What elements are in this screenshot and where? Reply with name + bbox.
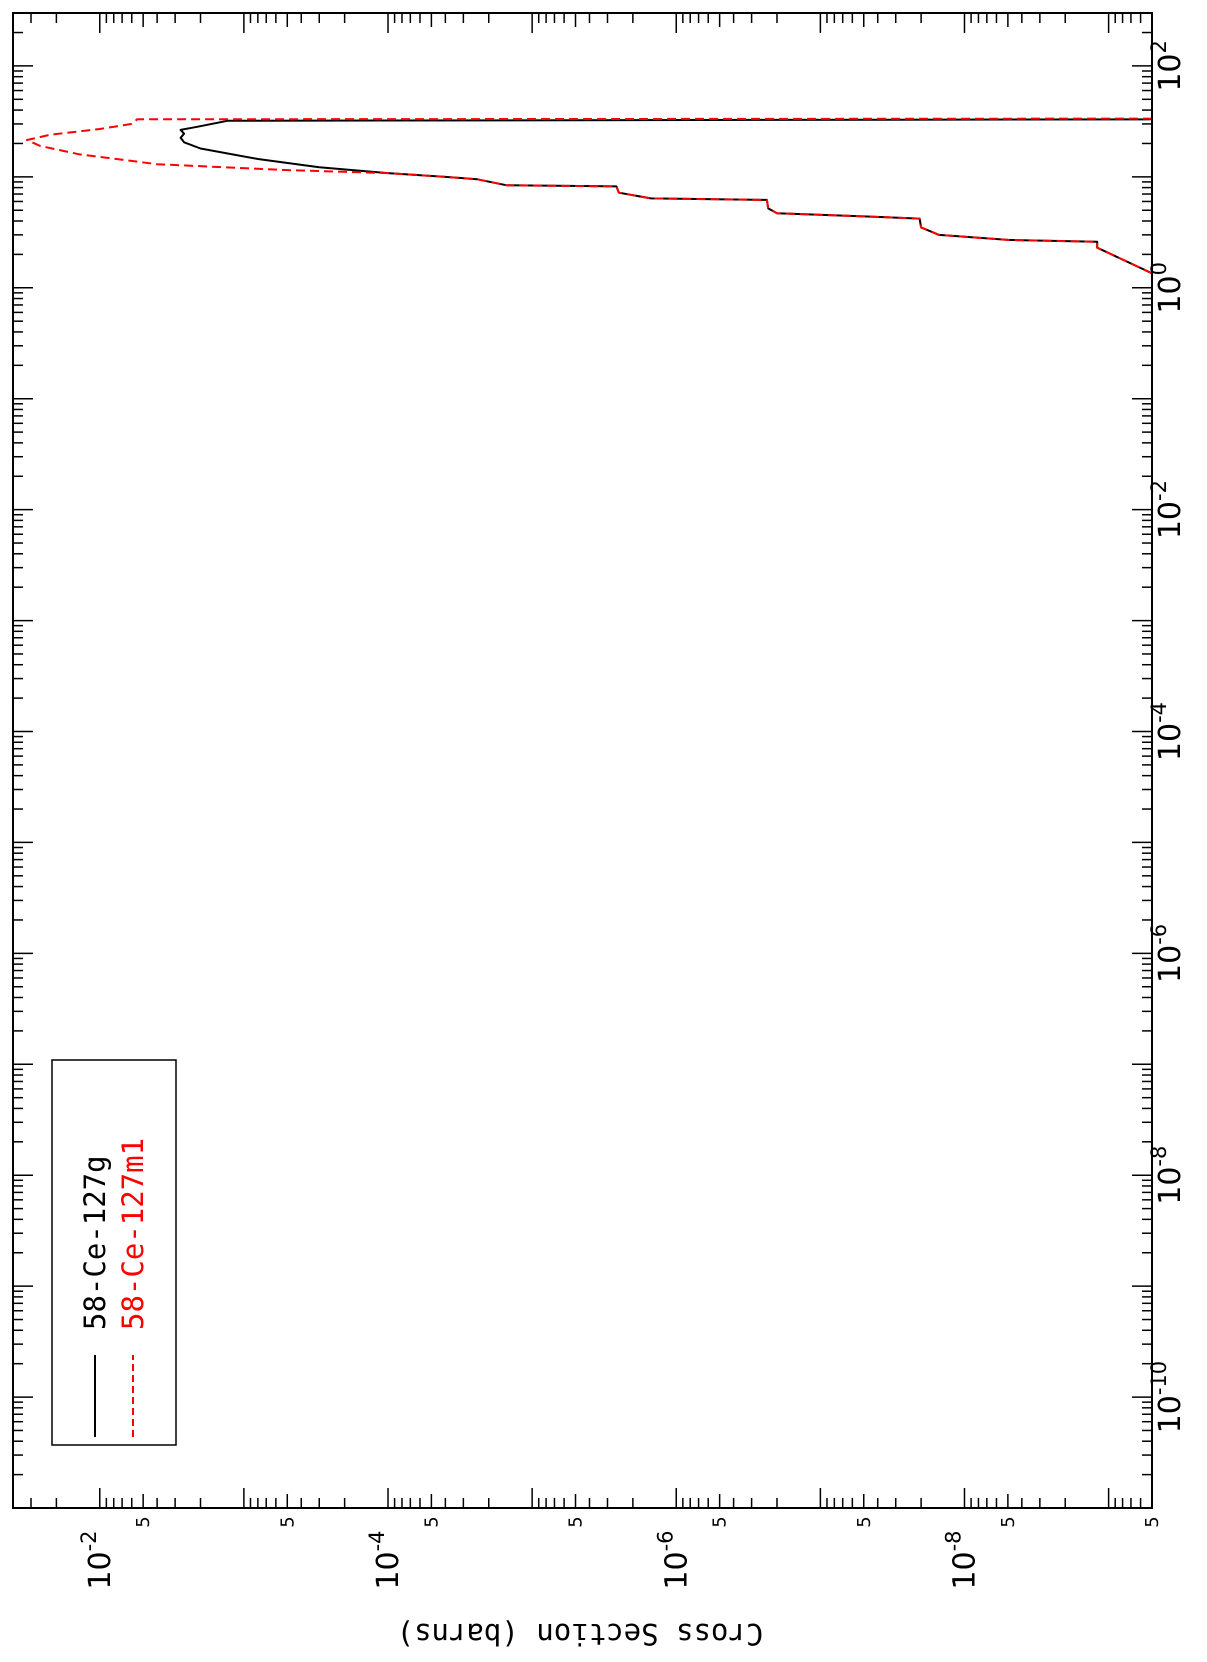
x-tick-label-text: 10-8 [1147, 1146, 1188, 1205]
y-tick-base: 10 [83, 1551, 118, 1589]
y-minor-label: 5 [1142, 1516, 1163, 1527]
x-tick-exponent: -6 [1147, 924, 1171, 945]
x-tick-label-text: 10-6 [1147, 924, 1188, 983]
y-tick-base: 10 [948, 1551, 983, 1589]
tick-marks [12, 12, 1153, 1509]
legend-label-text: 58-Ce-127m1 [116, 1138, 150, 1330]
y-axis-title: Cross Section (barns) [397, 1617, 764, 1651]
x-tick-exponent: 0 [1147, 262, 1171, 275]
x-tick-exponent: 2 [1147, 40, 1171, 53]
x-tick-exponent: -2 [1147, 480, 1171, 501]
x-tick-base: 10 [1153, 1395, 1188, 1433]
x-tick-label: 10-10 [1147, 1361, 1188, 1434]
y-tick-exponent: -2 [77, 1530, 101, 1551]
legend-label-1: 58-Ce-127g [78, 1155, 112, 1330]
x-tick-label-text: 10-10 [1147, 1361, 1188, 1434]
y-minor-label-text: 5 [566, 1516, 587, 1527]
y-tick-label: 10-6 [653, 1530, 694, 1589]
x-tick-base: 10 [1153, 53, 1188, 91]
y-tick-exponent: -6 [653, 1530, 677, 1551]
x-tick-label-text: 102 [1147, 40, 1188, 92]
y-tick-labels: 10-210-410-610-85 5 5 5 5 5 5 5 [77, 1516, 1163, 1589]
x-tick-label: 10-6 [1147, 924, 1188, 983]
x-tick-exponent: -4 [1147, 702, 1171, 723]
y-minor-label-text: 5 [1142, 1516, 1163, 1527]
x-tick-label-text: 10-2 [1147, 480, 1188, 539]
x-tick-label: 10-2 [1147, 480, 1188, 539]
y-minor-label-text: 5 [421, 1516, 442, 1527]
y-tick-exponent: -8 [942, 1530, 966, 1551]
x-tick-label: 10-4 [1147, 702, 1188, 761]
legend-label-text: 58-Ce-127g [78, 1155, 112, 1330]
y-minor-label: 5 [277, 1516, 298, 1527]
y-minor-label-text: 5 [133, 1516, 154, 1527]
x-tick-label: 10-8 [1147, 1146, 1188, 1205]
legend-box [51, 1059, 177, 1446]
y-minor-label: 5 [421, 1516, 442, 1527]
y-minor-label: 5 [854, 1516, 875, 1527]
series-layer [26, 117, 1153, 275]
x-tick-base: 10 [1153, 723, 1188, 761]
y-tick-label-text: 10-6 [653, 1530, 694, 1589]
x-tick-base: 10 [1153, 501, 1188, 539]
y-tick-label-text: 10-4 [365, 1530, 406, 1589]
y-minor-label: 5 [566, 1516, 587, 1527]
y-tick-label: 10-2 [77, 1530, 118, 1589]
x-tick-base: 10 [1153, 945, 1188, 983]
y-tick-label-text: 10-2 [77, 1530, 118, 1589]
series-line-2 [26, 117, 1153, 275]
y-minor-label: 5 [710, 1516, 731, 1527]
y-minor-label-text: 5 [710, 1516, 731, 1527]
y-tick-base: 10 [371, 1551, 406, 1589]
x-tick-label: 100 [1147, 262, 1188, 314]
y-minor-label: 5 [133, 1516, 154, 1527]
y-minor-label: 5 [998, 1516, 1019, 1527]
y-tick-exponent: -4 [365, 1530, 389, 1551]
x-tick-label: 102 [1147, 40, 1188, 92]
x-tick-label-text: 10-4 [1147, 702, 1188, 761]
x-tick-base: 10 [1153, 1167, 1188, 1205]
legend-label-2: 58-Ce-127m1 [116, 1138, 150, 1330]
y-minor-label-text: 5 [854, 1516, 875, 1527]
y-tick-label-text: 10-8 [942, 1530, 983, 1589]
x-tick-label-text: 100 [1147, 262, 1188, 314]
plot-frame [12, 12, 1153, 1509]
y-minor-label-text: 5 [277, 1516, 298, 1527]
y-minor-label-text: 5 [998, 1516, 1019, 1527]
y-tick-label: 10-4 [365, 1530, 406, 1589]
x-tick-exponent: -10 [1147, 1361, 1171, 1395]
legend: 58-Ce-127g 58-Ce-127m1 [51, 1059, 177, 1446]
x-tick-exponent: -8 [1147, 1146, 1171, 1167]
x-tick-base: 10 [1153, 275, 1188, 313]
y-tick-base: 10 [659, 1551, 694, 1589]
y-tick-label: 10-8 [942, 1530, 983, 1589]
